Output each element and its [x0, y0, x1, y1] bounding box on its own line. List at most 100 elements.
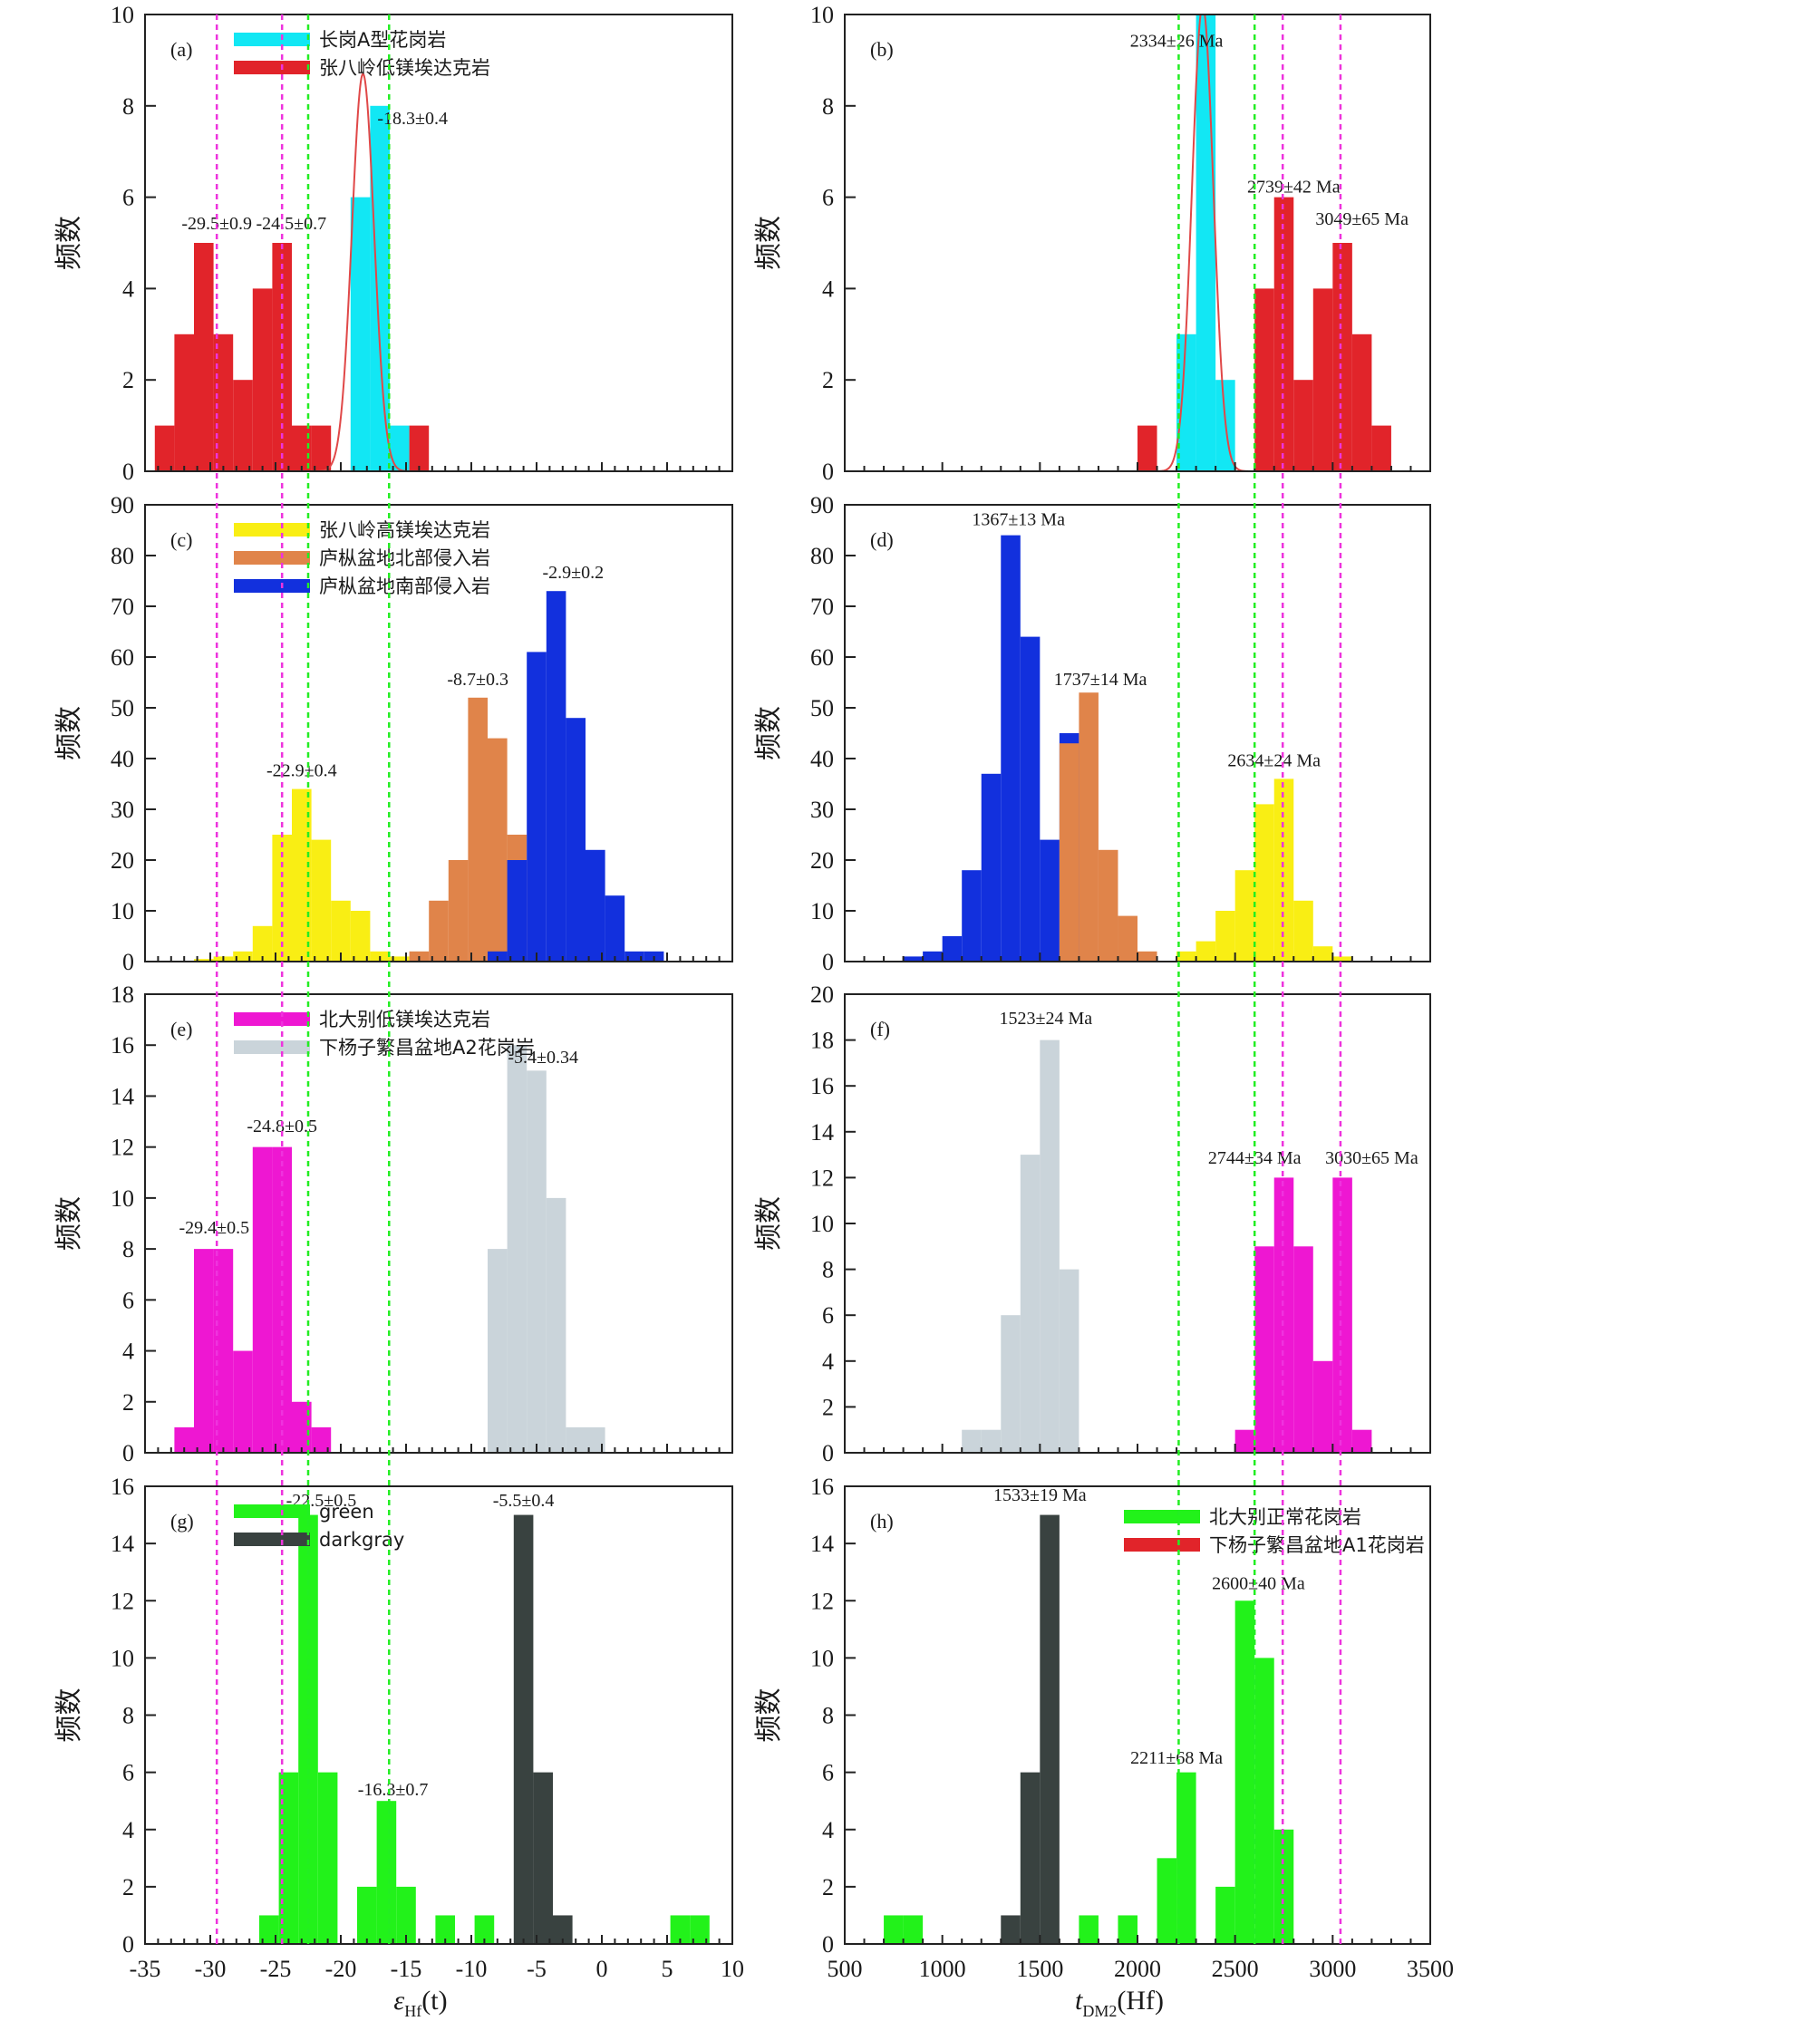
ytick-label-f-6: 12	[810, 1165, 834, 1191]
legend-swatch-h-0	[1124, 1510, 1200, 1523]
xtick-label-left-5: -10	[456, 1956, 488, 1982]
ytick-label-f-7: 14	[810, 1119, 834, 1146]
ytick-label-b-2: 4	[822, 276, 834, 302]
panel-label-e: (e)	[170, 1018, 192, 1040]
panel-a: 0 2 4 6 8 10 (a) 频数 -18.3±0.4 -29.5±0.9 -24.5±0.7 长…	[53, 2, 733, 485]
bar-c-1-3	[468, 697, 488, 962]
annotation-e-1: -29.4±0.5	[179, 1218, 249, 1238]
ytick-label-h-7: 14	[810, 1531, 834, 1557]
ytick-label-c-1: 10	[111, 898, 134, 924]
ytick-label-f-0: 0	[822, 1440, 834, 1466]
bar-g-1-1	[533, 1772, 553, 1944]
bar-c-1-1	[429, 900, 449, 962]
xtick-label-left-4: -15	[391, 1956, 422, 1982]
ytick-label-e-1: 2	[122, 1389, 134, 1416]
bar-h-0-0	[1001, 1915, 1021, 1944]
bar-b-1-4	[1312, 288, 1333, 471]
ytick-label-b-0: 0	[822, 459, 834, 485]
bar-e-0-5	[272, 1146, 292, 1453]
bar-d-1-2	[1098, 849, 1118, 962]
bar-c-2-1	[507, 860, 528, 962]
bar-e-0-1	[194, 1249, 214, 1453]
ytick-label-g-2: 4	[122, 1817, 134, 1843]
axes-frame-g	[144, 1485, 733, 1945]
legend-swatch-c-0	[234, 523, 310, 537]
bar-c-0-2	[233, 951, 253, 962]
bar-c-0-0	[194, 959, 214, 962]
bar-a-1-1	[174, 334, 194, 471]
bar-c-2-4	[566, 718, 586, 962]
annotation-a-2: -24.5±0.7	[256, 214, 326, 234]
legend-swatch-g-1	[234, 1533, 310, 1546]
annotation-c-2: -2.9±0.2	[542, 563, 604, 583]
bar-c-1-2	[448, 860, 469, 962]
bar-a-0-1	[370, 105, 390, 472]
bar-c-0-5	[292, 788, 312, 962]
bar-b-1-5	[1332, 243, 1352, 471]
bar-f-1-2	[1273, 1177, 1294, 1453]
bar-b-1-2	[1273, 197, 1294, 471]
xtick-label-left-9: 10	[721, 1956, 744, 1982]
panel-h: 0 2 4 6 8 10 12 14 16 (h) 频数 1533±19 Ma 2600±40 Ma 22…	[753, 1474, 1431, 1958]
legend-swatch-e-1	[234, 1040, 310, 1054]
panel-label-c: (c)	[170, 528, 192, 551]
xtick-label-right-0: 500	[828, 1956, 863, 1982]
ytick-label-h-4: 8	[822, 1703, 834, 1729]
ytick-label-e-5: 10	[111, 1185, 134, 1212]
bar-d-1-4	[1138, 951, 1157, 962]
ylabel-a: 频数	[53, 216, 85, 270]
ytick-label-g-0: 0	[122, 1931, 134, 1958]
legend-label-c-2: 庐枞盆地南部侵入岩	[319, 575, 490, 597]
bar-e-1-4	[566, 1426, 586, 1453]
ytick-label-f-1: 2	[822, 1394, 834, 1420]
bar-a-1-5	[252, 288, 273, 471]
bar-g-1-2	[553, 1915, 573, 1944]
xtick-label-right-5: 3000	[1309, 1956, 1356, 1982]
bar-d-0-3	[962, 870, 982, 962]
xtick-label-left-0: -35	[130, 1956, 161, 1982]
bar-h-1-4	[1157, 1858, 1177, 1944]
bar-d-0-1	[923, 951, 943, 962]
ytick-label-c-5: 50	[111, 695, 134, 721]
xtick-label-right-4: 2500	[1212, 1956, 1259, 1982]
bar-e-1-0	[488, 1249, 508, 1453]
xtick-label-left-6: -5	[527, 1956, 547, 1982]
xtick-label-right-6: 3500	[1407, 1956, 1454, 1982]
ytick-label-f-5: 10	[810, 1211, 834, 1237]
bar-f-0-2	[1001, 1315, 1021, 1453]
ytick-label-d-9: 90	[810, 492, 834, 518]
legend-label-c-1: 庐枞盆地北部侵入岩	[319, 547, 490, 569]
ytick-label-d-5: 50	[810, 695, 834, 721]
axes-frame-d	[844, 504, 1431, 962]
bar-f-1-4	[1312, 1360, 1333, 1453]
ytick-label-e-0: 0	[122, 1440, 134, 1466]
legend-label-c-0: 张八岭高镁埃达克岩	[319, 519, 490, 541]
bar-e-0-3	[233, 1350, 253, 1453]
ylabel-h: 频数	[753, 1688, 785, 1743]
bar-g-0-1	[278, 1772, 299, 1944]
ytick-label-h-3: 6	[822, 1760, 834, 1786]
legend-label-h-0: 北大别正常花岗岩	[1209, 1506, 1361, 1528]
bar-f-0-3	[1020, 1155, 1041, 1453]
ytick-label-a-2: 4	[122, 276, 134, 302]
panel-label-f: (f)	[870, 1018, 890, 1040]
bar-d-2-3	[1234, 870, 1255, 962]
legend-label-e-1: 下杨子繁昌盆地A2花岗岩	[319, 1037, 535, 1059]
legend-label-e-0: 北大别低镁埃达克岩	[319, 1009, 490, 1030]
bar-e-0-7	[311, 1426, 332, 1453]
axes-frame-e	[144, 993, 733, 1454]
ytick-label-g-5: 10	[111, 1645, 134, 1671]
legend-swatch-e-0	[234, 1012, 310, 1026]
bar-d-2-8	[1332, 956, 1352, 962]
ytick-label-f-4: 8	[822, 1257, 834, 1283]
xtick-label-left-7: 0	[596, 1956, 608, 1982]
bar-h-1-7	[1234, 1600, 1255, 1944]
xlabel-right: tDM2(Hf)	[1075, 1986, 1164, 2020]
bar-f-1-6	[1351, 1429, 1372, 1453]
ytick-label-c-9: 90	[111, 492, 134, 518]
annotation-d-2: 2634±24 Ma	[1227, 750, 1321, 770]
bar-g-0-6	[396, 1886, 416, 1944]
bar-g-0-5	[376, 1801, 397, 1944]
bar-h-0-2	[1040, 1514, 1060, 1944]
